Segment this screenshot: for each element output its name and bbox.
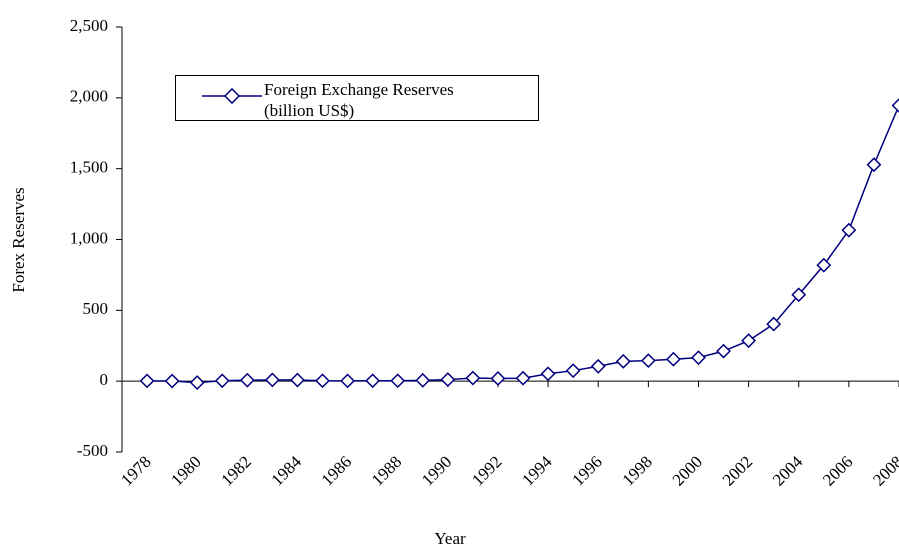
data-point: [515, 370, 531, 386]
data-point: [440, 372, 456, 388]
data-point: [816, 257, 832, 273]
x-tick-label: 1988: [368, 452, 405, 489]
data-point: [465, 370, 481, 386]
data-point: [290, 372, 305, 388]
data-point: [415, 372, 431, 388]
data-point: [590, 358, 606, 374]
legend: Foreign Exchange Reserves (billion US$): [175, 75, 539, 121]
x-tick-label: 2004: [769, 452, 807, 490]
data-point: [189, 375, 205, 391]
data-point: [741, 333, 757, 349]
data-point: [490, 371, 506, 386]
y-tick-label: 1,000: [70, 228, 108, 247]
data-point: [691, 350, 706, 366]
legend-marker-point: [223, 87, 241, 105]
data-point: [891, 98, 899, 113]
data-point: [766, 316, 782, 332]
x-tick-label: 1986: [318, 452, 355, 489]
x-axis-label: Year: [434, 529, 466, 548]
x-tick-label: 1996: [568, 452, 605, 489]
x-tick-label: 2002: [719, 452, 756, 489]
data-point: [791, 287, 807, 303]
x-tick-label: 1998: [618, 452, 655, 489]
data-point: [665, 351, 681, 367]
y-tick-label: 1,500: [70, 158, 108, 177]
data-point: [164, 373, 180, 389]
data-point: [139, 373, 155, 389]
legend-label: Foreign Exchange Reserves (billion US$): [264, 80, 454, 120]
y-axis-label: Forex Reserves: [9, 187, 28, 292]
x-tick-label: 1978: [117, 452, 154, 489]
data-point: [264, 372, 280, 388]
y-tick-label: 2,000: [70, 87, 108, 106]
data-line: [147, 105, 899, 384]
data-point: [365, 373, 381, 389]
data-point: [866, 157, 882, 173]
data-point: [214, 373, 230, 389]
x-tick-label: 1990: [418, 452, 455, 489]
data-point: [615, 353, 631, 369]
data-point: [390, 373, 406, 389]
data-point: [239, 372, 255, 388]
data-point: [565, 363, 581, 379]
x-tick-label: 1980: [167, 452, 204, 489]
data-point: [640, 353, 656, 369]
data-point: [315, 373, 330, 389]
y-tick-label: 2,500: [70, 16, 108, 35]
x-tick-label: 1984: [268, 452, 306, 490]
x-tick-label: 2000: [669, 452, 706, 489]
y-tick-label: 500: [83, 299, 109, 318]
data-point: [716, 343, 731, 359]
data-point: [841, 222, 857, 238]
x-tick-label: 2008: [869, 452, 899, 489]
y-tick-label: -500: [77, 441, 108, 460]
data-point: [540, 366, 556, 382]
x-tick-label: 1992: [468, 452, 505, 489]
legend-marker: [202, 87, 262, 105]
data-point: [340, 373, 356, 389]
y-tick-label: 0: [100, 370, 109, 389]
x-tick-label: 2006: [819, 452, 856, 489]
x-tick-label: 1994: [518, 452, 556, 490]
x-tick-label: 1982: [217, 452, 254, 489]
